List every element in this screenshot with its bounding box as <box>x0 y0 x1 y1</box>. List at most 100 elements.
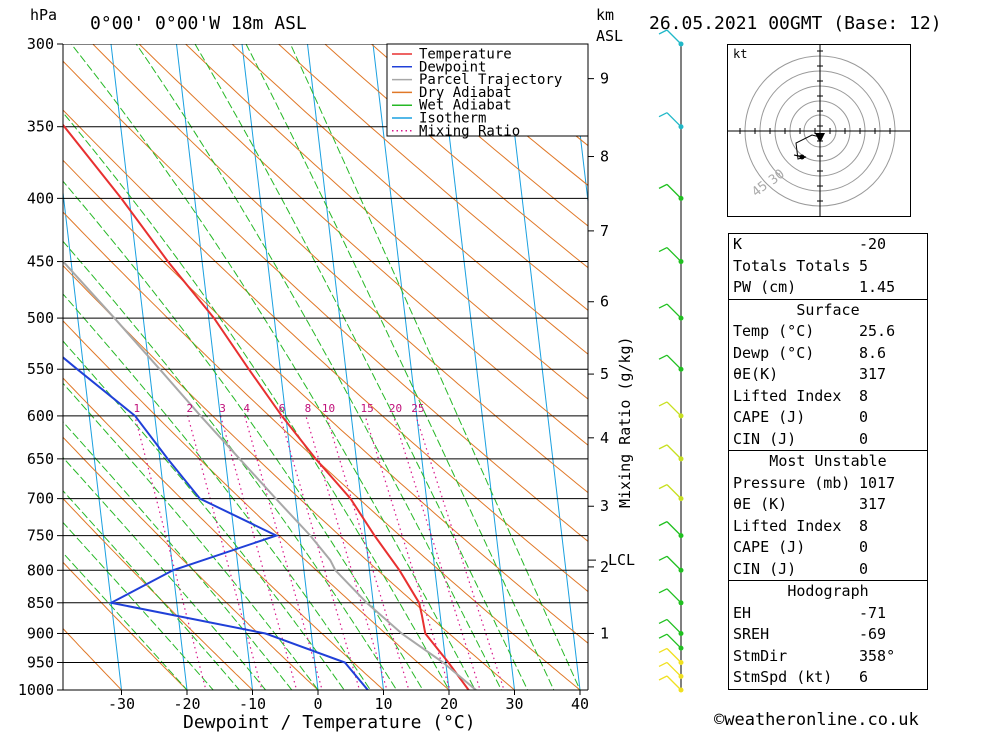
isotherm-line <box>110 44 188 690</box>
altitude-tick-label: 2 <box>600 558 609 576</box>
wind-level-dot <box>678 600 684 606</box>
wet-adiabat <box>63 180 424 690</box>
wind-barb <box>666 303 682 319</box>
mixing-ratio-label: 10 <box>322 402 335 415</box>
hodograph-ring-label: 30 <box>766 167 788 188</box>
dry-adiabat <box>324 44 588 269</box>
wind-level-dot <box>678 533 684 539</box>
index-row: CAPE (J) 0 <box>729 537 927 559</box>
wind-barb <box>666 675 682 691</box>
mixing-ratio-line <box>364 415 451 690</box>
wind-barb <box>666 401 682 417</box>
wet-adiabat <box>63 552 188 690</box>
wind-barb <box>666 484 682 500</box>
index-value: 25.6 <box>859 322 896 340</box>
mixing-ratio-line <box>325 415 410 690</box>
index-label: SREH <box>733 625 770 643</box>
legend-entry-label: Isotherm <box>419 111 486 127</box>
dewpoint-profile <box>63 356 370 690</box>
mixing-ratio-label: 15 <box>361 402 374 415</box>
wind-barb <box>666 588 682 604</box>
wind-barb <box>666 555 682 571</box>
hodograph-unit: kt <box>733 47 747 61</box>
surface-title: Surface <box>796 300 860 319</box>
index-value: 317 <box>859 495 887 513</box>
mixing-ratio-label: 1 <box>133 402 140 415</box>
isotherm-line <box>306 44 385 690</box>
altitude-tick-label: 7 <box>600 222 609 240</box>
hodograph-title: Hodograph <box>787 582 869 600</box>
pressure-tick-label: 900 <box>27 624 54 642</box>
pressure-tick-label: 850 <box>27 594 54 612</box>
wind-barb <box>666 444 682 460</box>
wind-barb-flag <box>658 588 668 594</box>
index-label: Lifted Index <box>733 516 842 535</box>
wind-barb <box>666 247 682 263</box>
wet-adiabat <box>63 293 372 690</box>
index-row: Dewp (°C) 8.6 <box>729 343 927 365</box>
index-label: Dewp (°C) <box>733 343 815 362</box>
mixing-ratio-line <box>244 415 323 690</box>
altitude-tick-label: 5 <box>600 365 609 383</box>
legend-entry-label: Parcel Trajectory <box>419 72 562 88</box>
wet-adiabat <box>63 382 319 690</box>
most-unstable-title: Most Unstable <box>769 452 887 470</box>
wind-barb-flag <box>658 484 668 490</box>
wind-barb-flag <box>658 29 668 35</box>
wind-level-dot <box>678 630 684 636</box>
index-value: 0 <box>859 408 869 426</box>
date-title: 26.05.2021 00GMT (Base: 12) <box>649 13 942 34</box>
wet-adiabat <box>289 44 581 690</box>
index-row: Totals Totals 5 <box>729 256 927 278</box>
wind-level-dot <box>678 673 684 679</box>
legend-entry-label: Temperature <box>419 47 512 63</box>
parcel-trajectory-profile <box>63 259 478 690</box>
index-label: EH <box>733 603 752 622</box>
chart-grid-lines <box>63 44 588 690</box>
index-label: StmDir <box>733 646 788 665</box>
index-label: PW (cm) <box>733 278 797 296</box>
index-row: PW (cm) 1.45 <box>729 277 927 299</box>
index-label: K <box>733 235 743 253</box>
index-value: 8 <box>859 386 869 405</box>
wind-barb-flag <box>658 303 668 309</box>
mixing-ratio-label: 3 <box>219 402 226 415</box>
wind-barb <box>666 521 682 537</box>
index-row: Lifted Index 8 <box>729 516 927 538</box>
wind-level-dot <box>678 195 684 201</box>
storm-motion-marker <box>815 133 825 143</box>
temperature-tick-label: 40 <box>571 695 589 713</box>
index-label: CIN (J) <box>733 559 797 578</box>
index-value: 0 <box>859 429 869 448</box>
index-label: CIN (J) <box>733 429 797 448</box>
wind-barb-flag <box>658 633 668 639</box>
asl-label: ASL <box>596 27 623 45</box>
wind-level-dot <box>678 687 684 693</box>
wind-barb <box>666 183 682 199</box>
index-row: SREH -69 <box>729 624 927 646</box>
wind-barb-flag <box>658 444 668 450</box>
pressure-tick-label: 300 <box>27 35 54 53</box>
index-value: 6 <box>859 668 869 686</box>
wet-adiabat <box>63 456 267 690</box>
altitude-tick-label: 4 <box>600 429 609 447</box>
index-row: Lifted Index 8 <box>729 386 927 408</box>
index-row: K -20 <box>729 234 927 256</box>
dry-adiabat <box>63 497 254 690</box>
altitude-tick-label: 9 <box>600 70 609 88</box>
index-value: 0 <box>859 559 869 578</box>
mixing-ratio-label: 2 <box>186 402 193 415</box>
indices-hodograph: Hodograph EH -71 SREH -69 StmDir 358° StmSpd (… <box>729 580 927 689</box>
wind-level-dot <box>678 456 684 462</box>
chart-frame <box>62 44 589 691</box>
wind-barb <box>666 619 682 634</box>
wind-level-dot <box>678 567 684 573</box>
index-row: CIN (J) 0 <box>729 429 927 451</box>
pressure-tick-label: 550 <box>27 360 54 378</box>
wind-barb <box>666 633 682 649</box>
wind-level-dot <box>678 645 684 651</box>
index-value: 0 <box>859 538 869 556</box>
wind-barb <box>666 29 682 45</box>
temperature-tick-label: 20 <box>440 695 458 713</box>
wind-barb-flag <box>658 675 668 681</box>
